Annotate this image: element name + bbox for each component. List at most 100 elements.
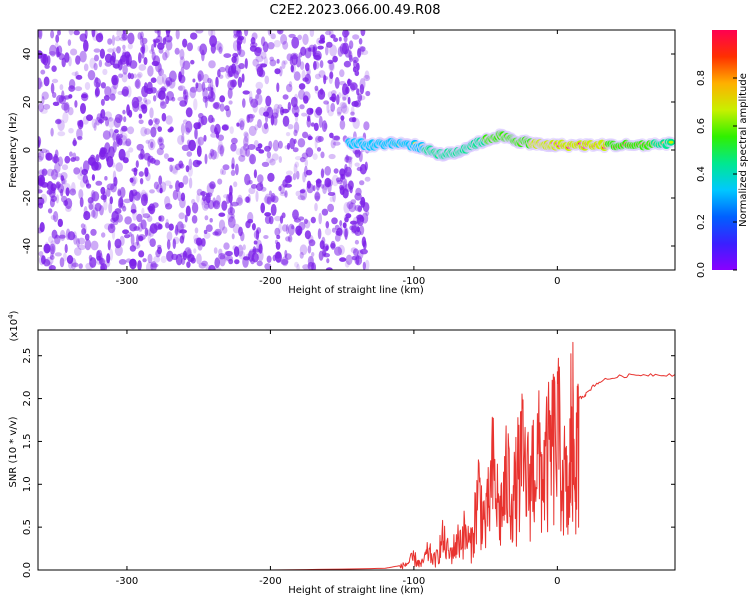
noise-blob [307,135,313,141]
noise-blob [84,239,92,251]
noise-blob [208,152,213,160]
noise-blob [203,229,208,235]
noise-blob [182,60,191,70]
noise-blob [290,64,294,73]
noise-blob [253,140,259,149]
noise-blob [102,68,108,76]
noise-blob [107,38,113,45]
noise-blob [160,99,165,106]
noise-blob [83,210,91,221]
spectrogram-x-ticks: -300 -200 -100 0 [116,30,561,287]
noise-blob [284,249,288,258]
noise-blob [57,30,61,36]
noise-blob [143,193,148,204]
noise-blob [236,30,241,34]
noise-blob [149,49,156,55]
noise-blob [248,180,253,185]
noise-blob [198,262,207,269]
noise-blob [156,74,164,85]
noise-blob [328,61,335,72]
noise-blob [146,261,154,270]
noise-blob [230,201,239,207]
x-tick-label: 0 [554,576,560,587]
noise-blob [329,71,334,79]
noise-blob [344,172,349,178]
noise-blob [342,188,349,199]
noise-blob [274,68,281,75]
noise-blob [197,73,202,83]
noise-blob [364,70,370,80]
noise-blob [282,115,290,127]
noise-blob [357,93,363,102]
noise-blob [136,96,143,102]
noise-blob [124,234,130,239]
noise-blob [183,90,187,95]
figure-title: C2E2.2023.066.00.49.R08 [269,3,440,18]
noise-blob [72,231,77,239]
noise-blob [164,180,172,186]
x-tick-label: 0 [554,276,560,287]
svg-text:(x104): (x104) [7,310,20,341]
noise-blob [160,86,166,94]
noise-blob [251,223,256,231]
noise-blob [315,179,322,184]
noise-blob [321,37,325,43]
noise-blob [253,240,258,245]
noise-blob [205,224,213,232]
noise-blob [150,157,156,164]
noise-blob [128,147,134,153]
noise-blob [337,244,345,256]
noise-blob [277,140,283,149]
snr-panel: -300 -200 -100 0 0.0 0.5 1.0 1.5 2.0 2.5 Height … [7,310,676,596]
noise-blob [122,64,128,75]
noise-blob [129,190,134,202]
noise-blob [189,86,198,93]
noise-blob [58,234,66,239]
noise-blob [331,93,337,103]
noise-blob [118,259,127,265]
noise-blob [297,34,303,41]
noise-blob [149,107,154,119]
noise-blob [64,243,68,254]
noise-blob [305,147,314,158]
noise-blob [336,106,343,115]
noise-blob [113,117,122,128]
noise-blob [56,182,60,191]
noise-blob [38,227,43,234]
noise-blob [218,253,226,260]
noise-blob [181,133,185,143]
noise-blob [299,61,305,70]
noise-blob [285,132,291,137]
noise-blob [86,114,93,121]
noise-blob [102,191,107,203]
noise-blob [309,30,315,37]
noise-blob [362,261,366,270]
noise-blob [339,101,347,109]
noise-blob [305,169,313,176]
noise-blob [223,53,232,58]
noise-blob [115,162,123,172]
noise-blob [294,93,299,102]
noise-blob [191,215,198,224]
noise-blob [287,124,294,130]
noise-blob [317,228,322,240]
noise-blob [128,109,133,118]
noise-blob [152,55,161,67]
noise-blob [45,152,53,161]
noise-blob [344,260,350,268]
noise-blob [347,156,353,165]
noise-blob [288,33,296,38]
noise-blob [246,114,250,123]
noise-blob [208,60,216,69]
noise-blob [299,156,306,163]
noise-blob [311,262,316,270]
noise-blob [250,98,259,108]
noise-blob [260,186,267,192]
noise-blob [345,172,352,178]
noise-blob [208,114,214,124]
noise-blob [196,160,202,165]
noise-blob [256,260,263,267]
noise-blob [144,167,149,178]
noise-blob [54,234,61,245]
snr-multiplier-base: (x10 [9,319,20,342]
